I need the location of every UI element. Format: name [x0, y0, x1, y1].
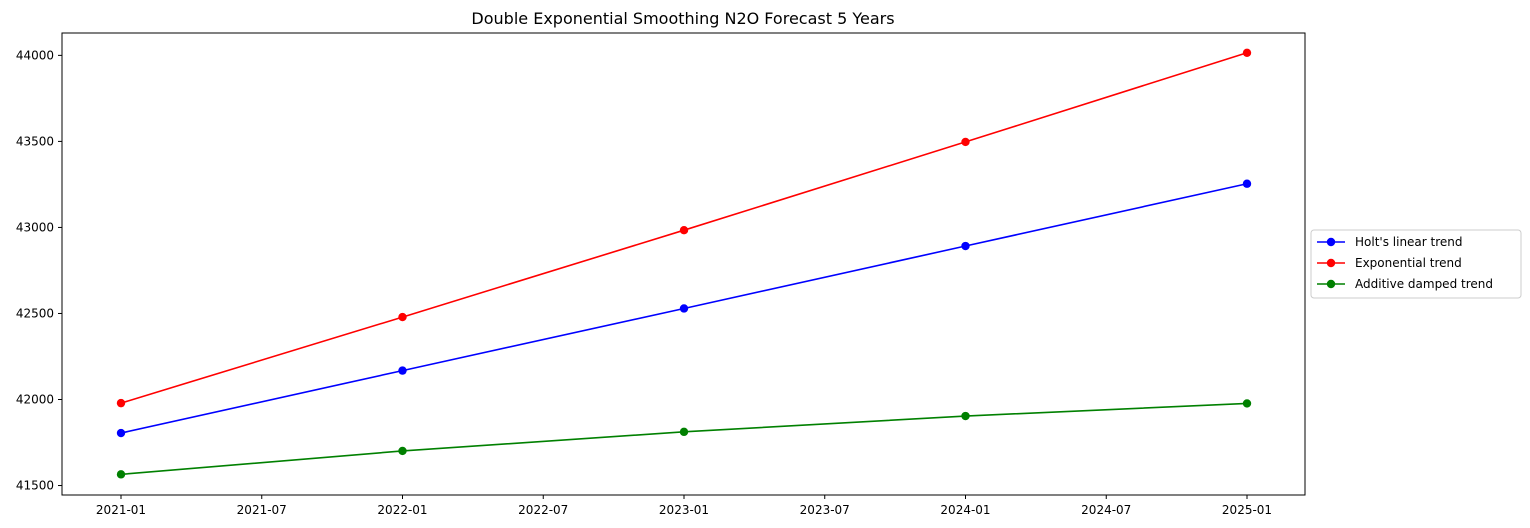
y-tick-label: 44000: [16, 48, 54, 62]
legend-item: Holt's linear trend: [1317, 235, 1463, 249]
data-point-additive-damped-trend: [679, 427, 689, 437]
legend-box: [1310, 229, 1522, 299]
data-point-exponential-trend: [961, 137, 970, 147]
x-tick-label: 2023-07: [800, 503, 850, 517]
data-point-additive-damped-trend: [398, 446, 407, 456]
data-point-holt-s-linear-trend: [679, 304, 689, 313]
x-tick-label: 2023-01: [659, 503, 709, 517]
data-point-additive-damped-trend: [961, 411, 970, 421]
series-line-additive-damped-trend: [120, 402, 1248, 476]
legend: Holt's linear trend Exponential trend Addi…: [1310, 229, 1522, 299]
data-point-additive-damped-trend: [1242, 399, 1252, 408]
legend-marker: [1326, 258, 1336, 268]
data-point-exponential-trend: [116, 398, 126, 408]
y-tick-label: 43000: [16, 220, 54, 234]
series-layer: [116, 48, 1252, 479]
series-exponential-trend: [116, 48, 1252, 408]
x-tick-label: 2021-01: [96, 503, 146, 517]
x-tick-label: 2022-01: [377, 503, 427, 517]
legend-item: Exponential trend: [1317, 256, 1462, 270]
data-point-holt-s-linear-trend: [116, 428, 126, 438]
x-axis: 2021-01 2021-07 2022-01 2022-07 2023-01 2023-…: [96, 495, 1272, 517]
series-additive-damped-trend: [116, 399, 1252, 479]
data-point-exponential-trend: [398, 312, 407, 322]
legend-label: Additive damped trend: [1355, 277, 1493, 291]
data-point-exponential-trend: [679, 225, 689, 235]
chart-title: Double Exponential Smoothing N2O Forecas…: [471, 9, 894, 28]
y-tick-label: 42500: [16, 306, 54, 320]
data-point-holt-s-linear-trend: [398, 366, 407, 375]
legend-label: Holt's linear trend: [1355, 235, 1463, 249]
data-point-holt-s-linear-trend: [961, 241, 970, 251]
data-point-additive-damped-trend: [116, 470, 126, 479]
legend-item: Additive damped trend: [1317, 277, 1493, 291]
y-tick-label: 42000: [16, 393, 54, 407]
series-holt-s-linear-trend: [116, 179, 1252, 438]
x-tick-label: 2022-07: [518, 503, 568, 517]
x-tick-label: 2024-07: [1081, 503, 1131, 517]
legend-marker: [1326, 279, 1336, 289]
y-tick-label: 41500: [16, 479, 54, 493]
data-point-holt-s-linear-trend: [1242, 179, 1252, 188]
y-axis: 41500 42000 42500 43000 43500 44000: [16, 48, 62, 493]
x-tick-label: 2024-01: [940, 503, 990, 517]
plot-area-frame: [61, 32, 1306, 496]
y-tick-label: 43500: [16, 134, 54, 148]
legend-marker: [1326, 237, 1336, 247]
x-tick-label: 2021-07: [237, 503, 287, 517]
x-tick-label: 2025-01: [1222, 503, 1272, 517]
legend-label: Exponential trend: [1355, 256, 1462, 270]
data-point-exponential-trend: [1242, 48, 1252, 57]
